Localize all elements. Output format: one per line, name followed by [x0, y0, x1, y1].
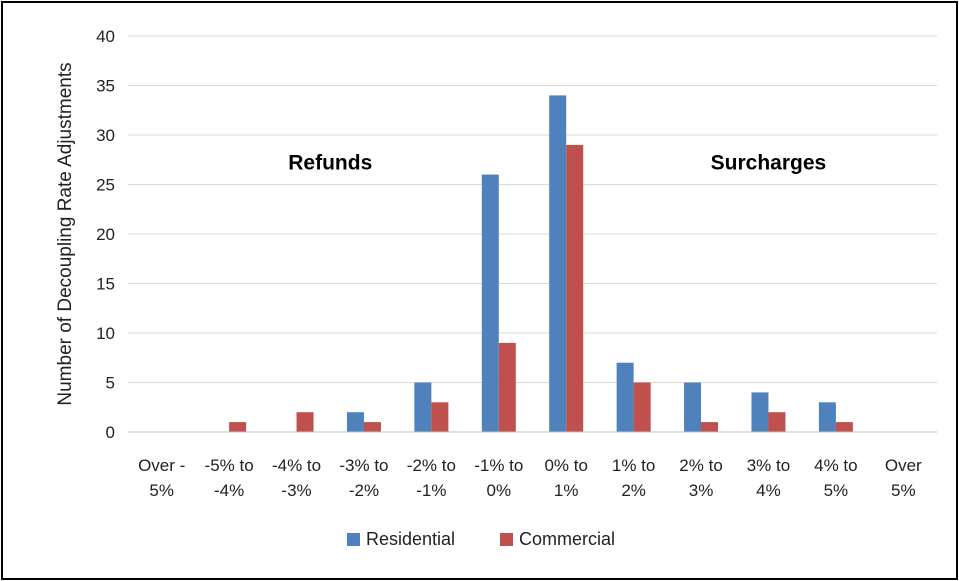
y-tick-label: 25	[96, 176, 115, 195]
bar-residential	[481, 174, 499, 432]
y-tick-label: 40	[96, 27, 115, 46]
annotation-refunds: Refunds	[288, 152, 372, 175]
x-tick-label: 4% to	[814, 456, 857, 475]
bar-residential	[751, 392, 769, 432]
bar-residential	[346, 412, 364, 432]
x-tick-label: 2% to	[679, 456, 722, 475]
bar-commercial	[768, 412, 786, 432]
y-tick-label: 30	[96, 126, 115, 145]
x-tick-label: Over	[885, 456, 922, 475]
bar-residential	[684, 382, 702, 432]
x-tick-label: 5%	[891, 481, 916, 500]
gridlines	[128, 35, 937, 383]
bar-residential	[414, 382, 432, 432]
x-tick-label: 5%	[824, 481, 849, 500]
y-tick-label: 10	[96, 324, 115, 343]
y-tick-label: 5	[106, 374, 115, 393]
y-axis-ticks: 0 5 10 15 20 25 30 35 40	[96, 27, 115, 442]
y-tick-label: 15	[96, 275, 115, 294]
x-tick-label: -1%	[416, 481, 446, 500]
x-tick-label: 1%	[554, 481, 579, 500]
y-tick-label: 35	[96, 77, 115, 96]
x-tick-label: -2% to	[407, 456, 456, 475]
y-axis-label: Number of Decoupling Rate Adjustments	[55, 62, 76, 405]
x-tick-label: -4% to	[272, 456, 321, 475]
y-tick-label: 0	[106, 423, 115, 442]
x-tick-label: 5%	[149, 481, 174, 500]
x-tick-label: 0%	[487, 481, 512, 500]
x-tick-label: -2%	[349, 481, 379, 500]
annotation-surcharges: Surcharges	[711, 152, 827, 175]
legend: Residential Commercial	[347, 529, 615, 549]
bar-residential	[616, 362, 634, 432]
x-tick-label: -3%	[281, 481, 311, 500]
x-tick-label: 0% to	[544, 456, 587, 475]
bar-commercial	[566, 144, 584, 432]
x-tick-label: -3% to	[339, 456, 388, 475]
bar-commercial	[363, 422, 381, 432]
bar-commercial	[835, 422, 853, 432]
bar-commercial	[229, 422, 247, 432]
bar-residential	[549, 95, 567, 433]
bar-commercial	[633, 382, 651, 432]
x-axis-ticks: Over - 5% -5% to -4% -4% to -3% -3% to -2% -2% t…	[138, 456, 922, 500]
bar-commercial	[431, 402, 449, 432]
x-tick-label: -4%	[214, 481, 244, 500]
y-tick-label: 20	[96, 225, 115, 244]
x-tick-label: 3%	[689, 481, 714, 500]
bars	[229, 95, 853, 433]
x-tick-label: 4%	[756, 481, 781, 500]
bar-residential	[818, 402, 836, 432]
x-tick-label: 1% to	[612, 456, 655, 475]
x-tick-label: 2%	[621, 481, 646, 500]
x-tick-label: -1% to	[474, 456, 523, 475]
x-tick-label: 3% to	[747, 456, 790, 475]
legend-swatch-commercial	[500, 533, 513, 546]
legend-label-residential: Residential	[366, 529, 455, 549]
x-tick-label: -5% to	[205, 456, 254, 475]
bar-commercial	[498, 342, 516, 432]
bar-commercial	[296, 412, 314, 432]
x-tick-label: Over -	[138, 456, 185, 475]
annotations: Refunds Surcharges	[288, 152, 826, 175]
legend-swatch-residential	[347, 533, 360, 546]
bar-commercial	[701, 422, 719, 432]
legend-label-commercial: Commercial	[519, 529, 615, 549]
